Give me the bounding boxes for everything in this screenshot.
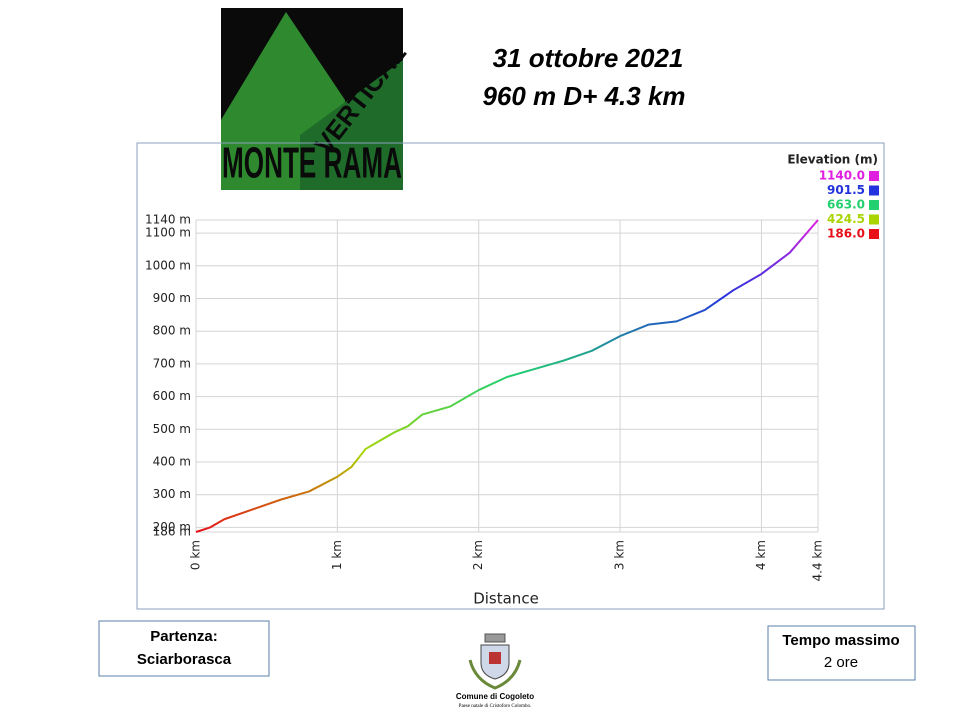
x-tick-label: 2 km <box>471 540 485 570</box>
crest-motto: Paese natale di Cristoforo Colombo. <box>459 704 532 709</box>
legend-label: 663.0 <box>827 198 865 212</box>
crest <box>468 633 522 690</box>
logo-mountain <box>300 60 403 190</box>
x-tick-label: 1 km <box>330 540 344 570</box>
x-tick-label: 3 km <box>613 540 627 570</box>
legend-title: Elevation (m) <box>787 153 878 167</box>
time-box <box>767 625 916 681</box>
legend-swatch <box>869 171 879 181</box>
crest-wreath <box>468 659 522 690</box>
y-tick-label: 400 m <box>153 455 191 469</box>
chart-frame <box>136 142 885 610</box>
legend-swatch <box>869 229 879 239</box>
x-tick-label: 4.4 km <box>811 540 825 582</box>
y-tick-label: 800 m <box>153 324 191 338</box>
y-tick-label: 1000 m <box>145 258 191 272</box>
legend-swatch <box>869 200 879 210</box>
y-tick-label: 186 m <box>153 525 191 539</box>
y-tick-label: 600 m <box>153 389 191 403</box>
legend-swatch <box>869 214 879 225</box>
x-tick-label: 4 km <box>754 540 768 570</box>
y-tick-label: 900 m <box>153 291 191 305</box>
logo: VERTICAL MONTE RAMA <box>221 8 412 190</box>
y-tick-label: 500 m <box>153 422 191 436</box>
logo-text: MONTE RAMA <box>222 139 402 188</box>
crest-name: Comune di Cogoleto <box>456 692 534 701</box>
elevation-line <box>195 219 819 533</box>
y-tick-label: 1140 m <box>145 213 191 227</box>
y-tick-label: 1100 m <box>145 226 191 240</box>
legend-label: 1140.0 <box>819 169 865 183</box>
header-stats: 960 m D+ 4.3 km <box>482 81 685 111</box>
time-value: 2 ore <box>824 654 858 671</box>
time-label: Tempo massimo <box>782 632 899 649</box>
x-tick-label: 0 km <box>189 540 203 570</box>
legend-label: 186.0 <box>827 227 865 241</box>
y-tick-label: 200 m <box>153 520 191 534</box>
y-tick-label: 700 m <box>153 356 191 370</box>
header-date: 31 ottobre 2021 <box>493 43 684 73</box>
crest-crown <box>484 633 506 643</box>
legend-swatch <box>869 185 879 196</box>
start-value: Sciarborasca <box>137 651 232 668</box>
crest-emblem <box>489 652 501 664</box>
x-axis-label: Distance <box>473 590 539 608</box>
legend-label: 901.5 <box>827 183 865 197</box>
start-box <box>98 620 270 677</box>
legend-label: 424.5 <box>827 212 865 226</box>
y-tick-label: 300 m <box>153 487 191 501</box>
start-label: Partenza: <box>150 628 218 645</box>
